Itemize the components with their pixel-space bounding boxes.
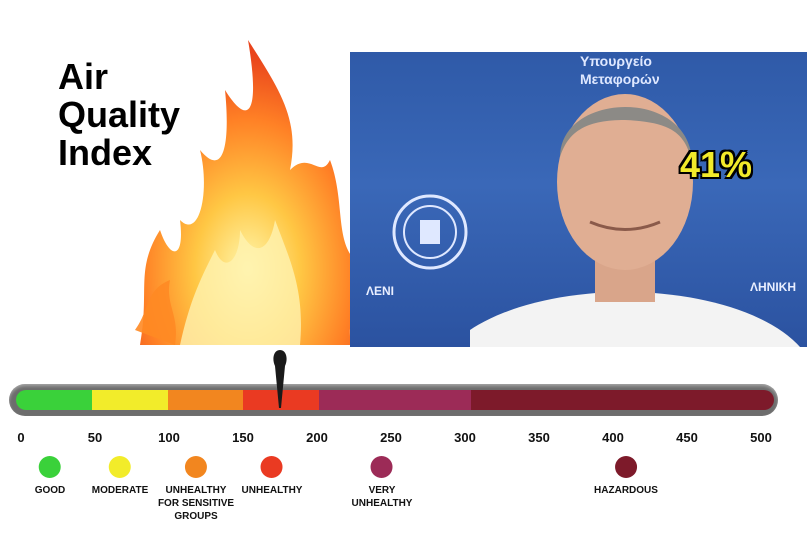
title-line-2: Quality	[58, 94, 181, 135]
legend-label: UNHEALTHY	[241, 485, 303, 496]
aqi-segment-4	[319, 390, 471, 410]
press-photo: Υπουργείο Μεταφορών ΛΕΝΙ ΛΗΝΙΚΗ 41%	[350, 52, 807, 347]
legend-label: GOOD	[34, 485, 66, 496]
legend-item: MODERATE	[92, 456, 148, 497]
legend-item: VERY UNHEALTHY	[351, 456, 413, 510]
photo-side-text-right: ΛΗΝΙΚΗ	[750, 280, 797, 294]
tick-label: 300	[454, 430, 476, 445]
person-figure	[470, 94, 800, 347]
aqi-segment-2	[167, 390, 244, 410]
tick-label: 150	[232, 430, 254, 445]
page-title: Air Quality Index	[58, 58, 180, 172]
legend-item: GOOD	[34, 456, 66, 497]
tick-label: 0	[17, 430, 25, 445]
pointer-marker-icon	[273, 350, 287, 408]
tick-label: 400	[602, 430, 624, 445]
title-line-3: Index	[58, 132, 153, 173]
legend-dot-icon	[371, 456, 393, 478]
tick-label: 250	[380, 430, 402, 445]
photo-side-text-left: ΛΕΝΙ	[366, 284, 395, 298]
title-line-1: Air	[58, 56, 109, 97]
legend-dot-icon	[108, 456, 131, 478]
fire-illustration	[135, 40, 356, 345]
legend-dot-icon	[39, 456, 61, 478]
percent-label: 41%	[680, 144, 753, 185]
tick-label: 350	[528, 430, 550, 445]
aqi-scale-bar	[16, 390, 774, 410]
aqi-segment-5	[470, 390, 774, 410]
legend-label: VERY	[368, 485, 396, 496]
legend-item: UNHEALTHY FOR SENSITIVE GROUPS	[158, 456, 234, 523]
legend-item: UNHEALTHY	[241, 456, 303, 497]
legend-label: MODERATE	[91, 485, 149, 496]
emblem-icon	[392, 194, 468, 270]
legend-dot-icon	[614, 456, 637, 478]
tick-label: 450	[676, 430, 698, 445]
tick-label: 50	[87, 430, 103, 445]
legend-label: UNHEALTHY	[165, 485, 227, 496]
legend-item: HAZARDOUS	[594, 456, 658, 497]
legend-label: FOR SENSITIVE	[157, 498, 235, 509]
legend-label: GROUPS	[174, 511, 218, 522]
legend-label: HAZARDOUS	[594, 485, 658, 496]
tick-label: 500	[750, 430, 772, 445]
aqi-segment-1	[91, 390, 168, 410]
tick-label: 100	[158, 430, 180, 445]
legend-dot-icon	[185, 456, 207, 478]
aqi-segment-0	[16, 390, 92, 410]
photo-header: Υπουργείο Μεταφορών	[580, 53, 660, 87]
legend-dot-icon	[261, 456, 283, 478]
tick-label: 200	[306, 430, 328, 445]
legend-label: UNHEALTHY	[351, 498, 413, 509]
